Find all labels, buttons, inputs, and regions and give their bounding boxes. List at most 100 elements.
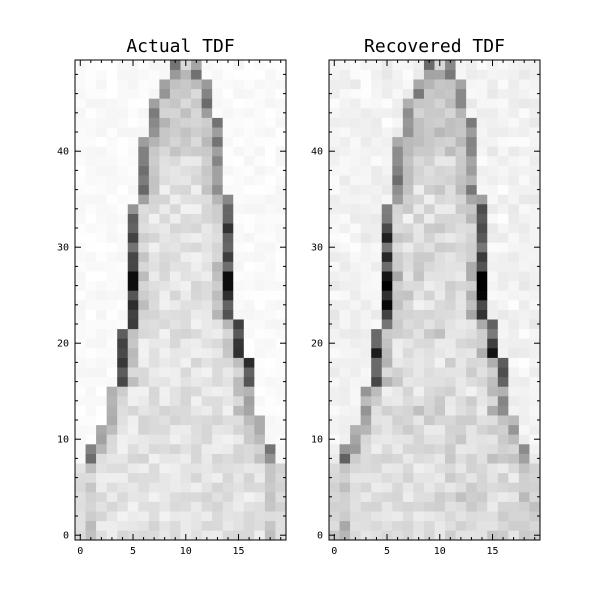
heatmap-cell — [371, 136, 383, 147]
heatmap-cell — [434, 79, 446, 90]
heatmap-cell — [222, 357, 234, 368]
heatmap-cell — [476, 156, 488, 166]
heatmap-cell — [466, 136, 477, 147]
heatmap-cell — [212, 386, 223, 397]
heatmap-cell — [497, 300, 509, 310]
heatmap-cell — [85, 511, 97, 522]
heatmap-cell — [360, 261, 372, 272]
heatmap-cell — [508, 69, 520, 80]
heatmap-cell — [381, 280, 393, 291]
heatmap-cell — [529, 261, 541, 272]
heatmap-cell — [254, 213, 266, 224]
heatmap-cell — [243, 501, 255, 512]
heatmap-cell — [339, 280, 351, 291]
heatmap-cell — [148, 165, 160, 176]
heatmap-cell — [159, 280, 171, 291]
heatmap-cell — [159, 396, 171, 406]
heatmap-cell — [518, 482, 530, 493]
heatmap-cell — [191, 348, 202, 358]
heatmap-cell — [508, 367, 520, 378]
heatmap-cell — [106, 338, 118, 349]
heatmap-cell — [275, 136, 287, 147]
heatmap-cell — [529, 69, 541, 80]
heatmap-cell — [117, 194, 129, 205]
heatmap-cell — [476, 271, 488, 282]
heatmap-cell — [434, 405, 446, 416]
heatmap-cell — [518, 338, 530, 349]
heatmap-cell — [169, 463, 181, 474]
x-tick-label: 5 — [384, 546, 390, 557]
heatmap-cell — [402, 156, 414, 166]
heatmap-cell — [497, 530, 509, 541]
heatmap-cell — [96, 175, 107, 186]
heatmap-cell — [148, 386, 160, 397]
heatmap-cell — [127, 127, 139, 138]
heatmap-cell — [222, 213, 234, 224]
heatmap-cell — [159, 376, 171, 387]
heatmap-cell — [180, 204, 192, 214]
heatmap-cell — [466, 69, 477, 80]
heatmap-cell — [243, 511, 255, 522]
heatmap-cell — [159, 117, 171, 128]
heatmap-cell — [445, 60, 456, 70]
heatmap-cell — [117, 204, 129, 214]
heatmap-cell — [518, 136, 530, 147]
heatmap-cell — [392, 367, 404, 378]
heatmap-cell — [201, 204, 213, 214]
heatmap-cell — [350, 444, 361, 454]
heatmap-cell — [106, 482, 118, 493]
heatmap-cell — [371, 194, 383, 205]
heatmap-cell — [264, 290, 276, 301]
heatmap-cell — [455, 386, 467, 397]
heatmap-cell — [360, 472, 372, 483]
heatmap-cell — [106, 424, 118, 435]
heatmap-cell — [392, 309, 404, 320]
heatmap-cell — [392, 194, 404, 205]
heatmap-cell — [138, 156, 150, 166]
heatmap-cell — [233, 280, 245, 291]
heatmap-cell — [201, 309, 213, 320]
heatmap-cell — [360, 290, 372, 301]
heatmap-cell — [371, 204, 383, 214]
heatmap-cell — [222, 367, 234, 378]
heatmap-cell — [497, 309, 509, 320]
heatmap-cell — [138, 146, 150, 157]
heatmap-cell — [476, 79, 488, 90]
heatmap-cell — [466, 242, 477, 253]
heatmap-cell — [169, 386, 181, 397]
heatmap-cell — [243, 348, 255, 358]
heatmap-cell — [518, 127, 530, 138]
heatmap-cell — [402, 165, 414, 176]
heatmap-cell — [497, 348, 509, 358]
heatmap-cell — [487, 165, 499, 176]
heatmap-cell — [106, 511, 118, 522]
heatmap-cell — [529, 98, 541, 109]
heatmap-cell — [508, 309, 520, 320]
heatmap-cell — [264, 463, 276, 474]
heatmap-cell — [381, 424, 393, 435]
heatmap-cell — [180, 184, 192, 195]
heatmap-cell — [350, 405, 361, 416]
heatmap-cell — [212, 79, 223, 90]
heatmap-cell — [466, 280, 477, 291]
heatmap-cell — [106, 271, 118, 282]
heatmap-cell — [127, 300, 139, 310]
heatmap-cell — [476, 117, 488, 128]
heatmap-cell — [487, 146, 499, 157]
heatmap-cell — [180, 348, 192, 358]
heatmap-cell — [117, 60, 129, 70]
heatmap-cell — [508, 376, 520, 387]
heatmap-cell — [201, 88, 213, 99]
y-tick-label: 40 — [57, 147, 69, 158]
heatmap-cell — [96, 252, 107, 262]
heatmap-cell — [350, 328, 361, 339]
heatmap-cell — [476, 453, 488, 464]
heatmap-cell — [497, 261, 509, 272]
heatmap-cell — [339, 472, 351, 483]
heatmap-cell — [159, 60, 171, 70]
heatmap-cell — [402, 338, 414, 349]
heatmap-cell — [212, 492, 223, 502]
heatmap-cell — [360, 319, 372, 330]
heatmap-cell — [434, 175, 446, 186]
heatmap-cell — [455, 348, 467, 358]
